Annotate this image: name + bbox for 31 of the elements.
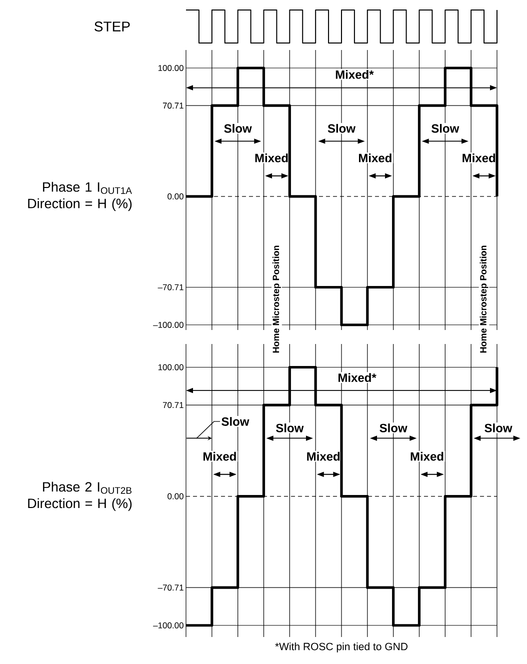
y-tick-label: 100.00 xyxy=(158,64,184,71)
y-tick-label: 70.71 xyxy=(162,102,184,109)
annotation: Mixed xyxy=(307,452,340,461)
annotation: Slow xyxy=(432,124,460,133)
annotation: Slow xyxy=(328,124,356,133)
annotation: Home Microstep Position xyxy=(272,246,281,353)
annotation: Mixed xyxy=(255,153,288,162)
y-tick-label: –100.00 xyxy=(153,322,184,328)
annotation: Slow xyxy=(224,124,252,133)
annotation: Mixed* xyxy=(336,70,374,79)
annotation: Slow xyxy=(276,424,304,432)
y-tick-label: –70.71 xyxy=(158,284,184,290)
y-tick-label: 0.00 xyxy=(168,493,184,500)
y-tick-label: 100.00 xyxy=(158,364,184,370)
y-tick-label: 70.71 xyxy=(162,402,184,408)
y-tick-label: 0.00 xyxy=(168,193,184,200)
y-tick-label: –70.71 xyxy=(158,584,184,591)
y-axis-title: Phase 1 I$_{OUT1A}$ Direction = H (%) xyxy=(28,182,132,211)
annotation: Home Microstep Position xyxy=(480,246,488,353)
text: *With ROSC pin tied to GND xyxy=(275,642,408,652)
y-axis-title: Phase 2 I$_{OUT2B}$ Direction = H (%) xyxy=(28,482,132,511)
annotation: Mixed xyxy=(203,452,236,461)
annotation: Slow xyxy=(380,424,408,432)
annotation: Mixed xyxy=(410,452,444,461)
annotation: Slow xyxy=(484,424,512,432)
annotation: Mixed xyxy=(462,153,496,162)
annotation: Mixed xyxy=(358,153,392,162)
annotation: Mixed* xyxy=(338,373,376,382)
y-tick-label: –100.00 xyxy=(153,622,184,628)
annotation: Slow xyxy=(222,417,250,426)
y-axis-title: STEP xyxy=(94,22,130,32)
